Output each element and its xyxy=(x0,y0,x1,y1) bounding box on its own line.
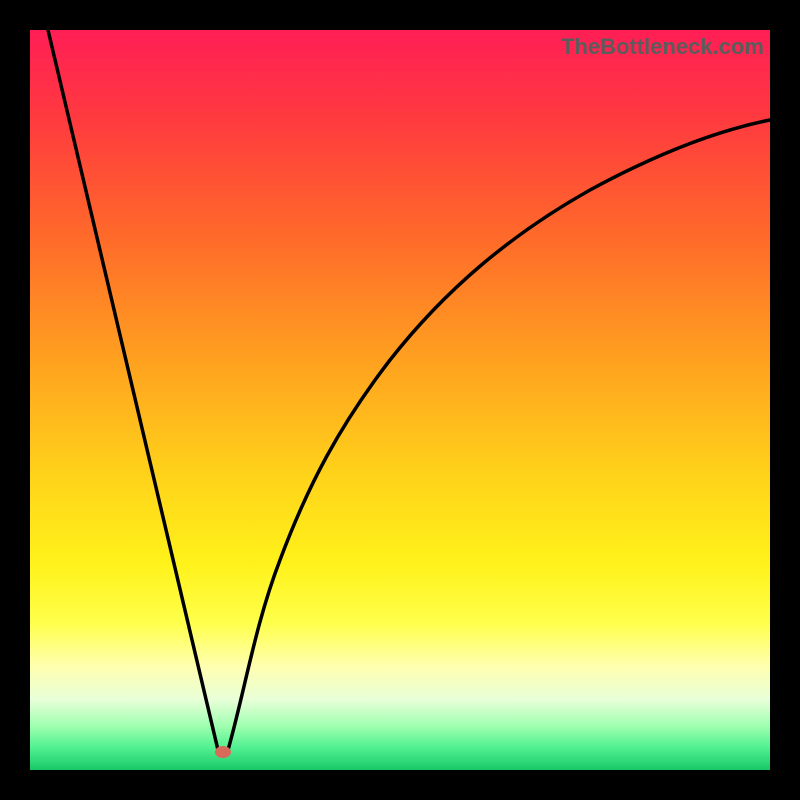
minimum-marker xyxy=(215,746,231,758)
curve-layer xyxy=(30,30,770,770)
plot-area: TheBottleneck.com xyxy=(30,30,770,770)
curve-left-branch xyxy=(48,30,218,750)
curve-right-branch xyxy=(228,120,770,750)
chart-frame: TheBottleneck.com xyxy=(0,0,800,800)
watermark-text: TheBottleneck.com xyxy=(561,34,764,60)
